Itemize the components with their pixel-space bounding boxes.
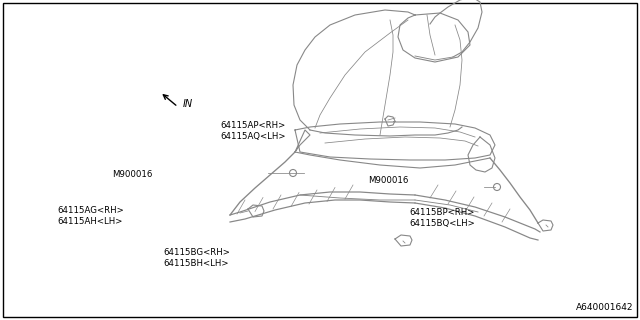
Text: M900016: M900016 <box>112 170 152 179</box>
Text: IN: IN <box>183 99 193 109</box>
Text: 64115BP<RH>
64115BQ<LH>: 64115BP<RH> 64115BQ<LH> <box>410 208 476 228</box>
Text: 64115AG<RH>
64115AH<LH>: 64115AG<RH> 64115AH<LH> <box>58 206 124 226</box>
Text: M900016: M900016 <box>368 176 408 185</box>
Text: 64115BG<RH>
64115BH<LH>: 64115BG<RH> 64115BH<LH> <box>163 248 230 268</box>
Text: A640001642: A640001642 <box>575 303 633 312</box>
Text: 64115AP<RH>
64115AQ<LH>: 64115AP<RH> 64115AQ<LH> <box>221 121 286 141</box>
